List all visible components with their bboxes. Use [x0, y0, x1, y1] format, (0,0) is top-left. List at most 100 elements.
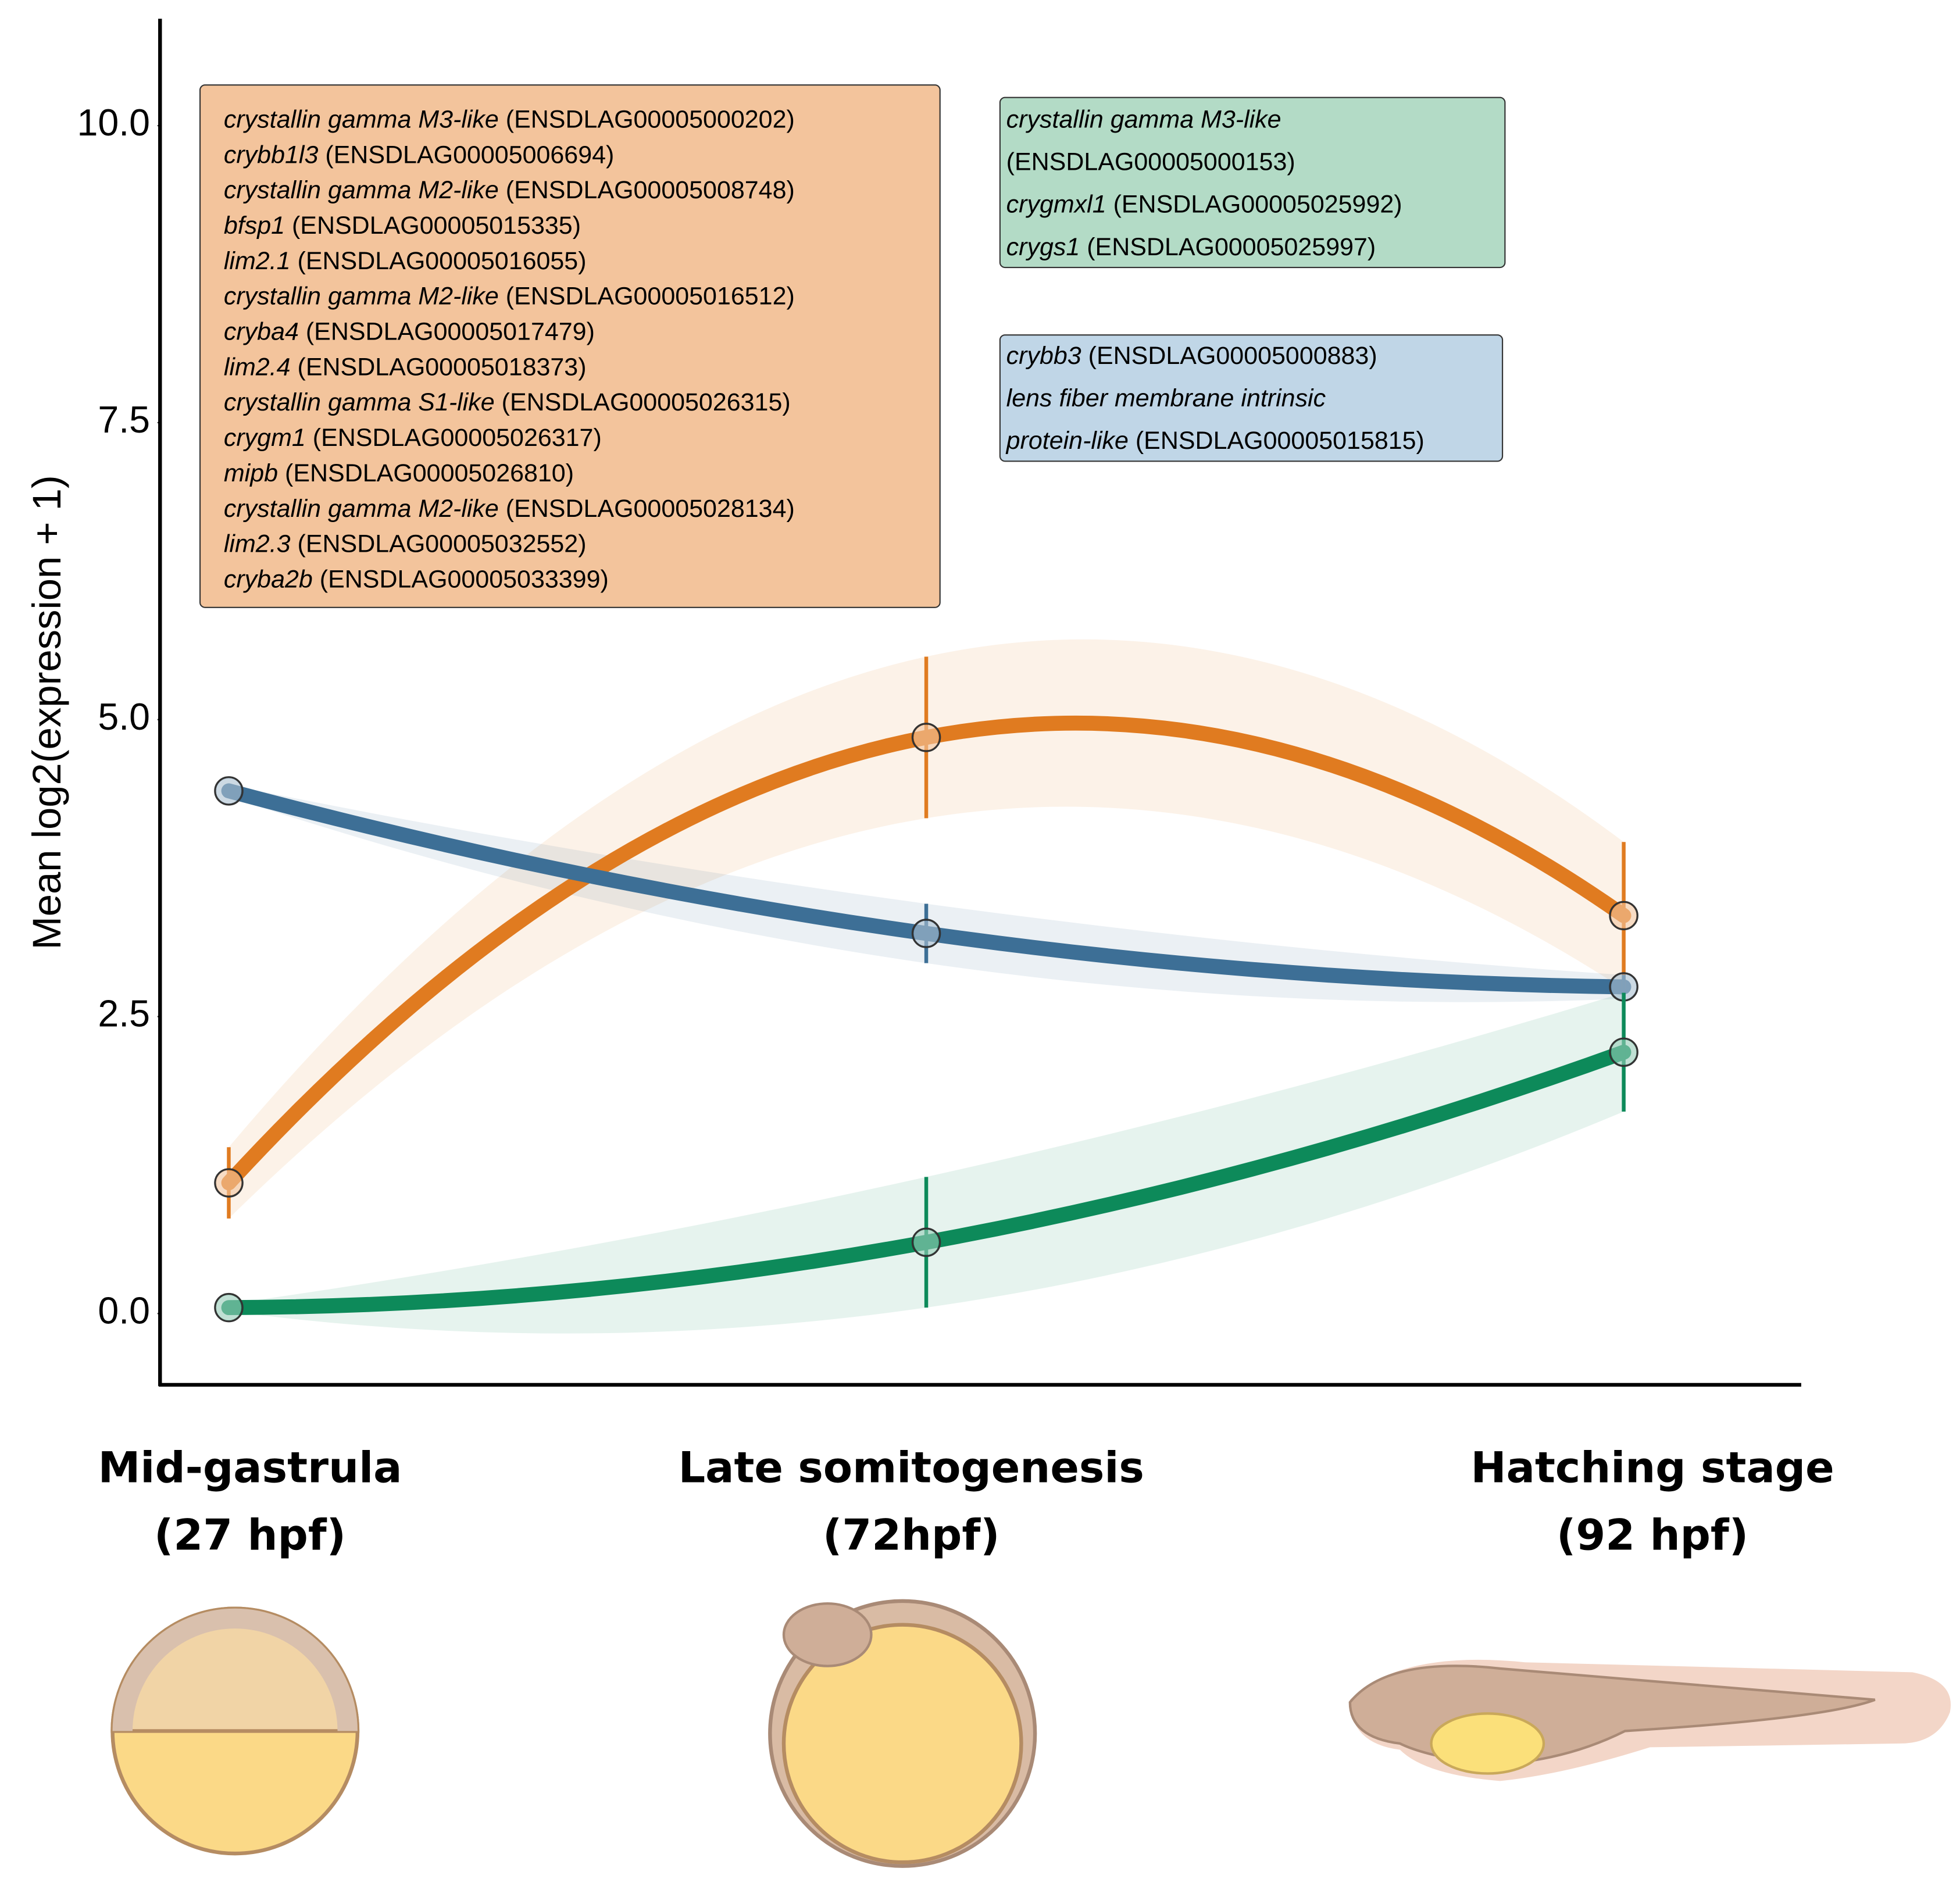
- gene-id: (ENSDLAG00005000202): [506, 106, 795, 134]
- plot: [214, 639, 1638, 1334]
- x-tick-label: Hatching stage: [1470, 1444, 1834, 1493]
- gene-id: (ENSDLAG00005015335): [292, 212, 581, 240]
- point-fill: [216, 778, 241, 803]
- gene-id: (ENSDLAG00005016512): [506, 283, 795, 310]
- gene-name: bfsp1: [224, 212, 285, 240]
- annotation-line: lim2.1 (ENSDLAG00005016055): [224, 247, 587, 275]
- embryo-somitogenesis: [768, 1599, 1037, 1868]
- gene-id: (ENSDLAG00005000883): [1088, 342, 1377, 370]
- gene-id: (ENSDLAG00005015815): [1136, 427, 1425, 455]
- embryo-hatching: [1348, 1659, 1951, 1781]
- annotation-box: [999, 334, 1504, 462]
- annotation-line: cryba4 (ENSDLAG00005017479): [224, 318, 595, 346]
- x-tick-sublabel: (92 hpf): [1556, 1511, 1748, 1560]
- annotation-line: cryba2b (ENSDLAG00005033399): [224, 566, 609, 594]
- gene-name: lim2.1: [224, 247, 291, 275]
- y-tick-label: 5.0: [98, 696, 150, 738]
- annotation-line: mipb (ENSDLAG00005026810): [224, 459, 574, 487]
- point: [911, 723, 941, 752]
- point: [911, 919, 941, 948]
- gene-name: crystallin gamma M2-like: [224, 283, 499, 310]
- gene-name: protein-like: [1005, 427, 1129, 455]
- annotation-line: crystallin gamma M2-like (ENSDLAG0000500…: [224, 177, 795, 205]
- gene-id: (ENSDLAG00005032552): [298, 530, 587, 558]
- point: [214, 1292, 244, 1323]
- gene-name: crystallin gamma M3-like: [224, 106, 499, 134]
- point-fill: [216, 1170, 241, 1196]
- gene-name: crystallin gamma M3-like: [1006, 106, 1281, 134]
- point: [1609, 901, 1638, 931]
- point: [1609, 1037, 1638, 1067]
- annotation-line: lim2.3 (ENSDLAG00005032552): [224, 530, 587, 558]
- point-fill: [216, 1295, 241, 1320]
- y-tick-label: 2.5: [98, 993, 150, 1035]
- x-tick-label: Mid-gastrula: [98, 1444, 402, 1493]
- annotation-line: crygs1 (ENSDLAG00005025997): [1006, 233, 1376, 261]
- gene-id: (ENSDLAG00005000153): [1006, 148, 1295, 176]
- gene-id: (ENSDLAG00005026810): [285, 459, 574, 487]
- annotation-line: bfsp1 (ENSDLAG00005015335): [224, 212, 581, 240]
- point-fill: [1611, 974, 1637, 999]
- embryo-gastrula: [110, 1606, 360, 1856]
- annotation-line: crybb3 (ENSDLAG00005000883): [1006, 342, 1377, 370]
- gene-id: (ENSDLAG00005018373): [298, 353, 587, 381]
- gene-id: (ENSDLAG00005033399): [320, 566, 609, 594]
- point: [911, 1227, 941, 1258]
- annotation-line: crygmxl1 (ENSDLAG00005025992): [1006, 191, 1402, 219]
- y-tick-label: 10.0: [77, 102, 151, 144]
- y-tick-label: 0.0: [98, 1290, 150, 1331]
- gene-id: (ENSDLAG00005016055): [298, 247, 587, 275]
- gene-id: (ENSDLAG00005017479): [306, 318, 595, 346]
- x-tick-sublabel: (72hpf): [823, 1511, 1000, 1560]
- point: [214, 776, 244, 806]
- gene-name: cryba2b: [224, 566, 313, 594]
- annotation-line: (ENSDLAG00005000153): [1006, 148, 1295, 176]
- point: [214, 1168, 244, 1198]
- annotation-line: crybb1l3 (ENSDLAG00005006694): [224, 141, 614, 169]
- annotation-line: crystallin gamma M2-like (ENSDLAG0000502…: [224, 495, 795, 523]
- annotation-line: crystallin gamma M2-like (ENSDLAG0000501…: [224, 283, 795, 310]
- gene-name: crybb1l3: [224, 141, 319, 169]
- annotation-box: [999, 97, 1506, 269]
- gene-id: (ENSDLAG00005025997): [1087, 233, 1376, 261]
- annotation-box: [199, 84, 941, 608]
- gene-name: crystallin gamma S1-like: [224, 389, 495, 417]
- x-tick-sublabel: (27 hpf): [154, 1511, 346, 1560]
- gene-id: (ENSDLAG00005008748): [506, 177, 795, 205]
- annotation-line: protein-like (ENSDLAG00005015815): [1005, 427, 1425, 455]
- gene-name: crygmxl1: [1006, 191, 1106, 219]
- gene-id: (ENSDLAG00005025992): [1113, 191, 1402, 219]
- point-fill: [1611, 1040, 1637, 1065]
- annotation-line: lens fiber membrane intrinsic: [1006, 384, 1326, 412]
- ribbon: [229, 992, 1624, 1334]
- gene-id: (ENSDLAG00005028134): [506, 495, 795, 523]
- point-fill: [913, 1230, 939, 1255]
- annotation-line: crystallin gamma M3-like (ENSDLAG0000500…: [224, 106, 795, 134]
- gene-name: cryba4: [224, 318, 299, 346]
- x-tick-label: Late somitogenesis: [679, 1444, 1144, 1493]
- annotation-line: crygm1 (ENSDLAG00005026317): [224, 424, 602, 452]
- gene-name: lens fiber membrane intrinsic: [1006, 384, 1326, 412]
- y-axis-label: Mean log2(expression + 1): [24, 475, 69, 949]
- gene-name: crystallin gamma M2-like: [224, 495, 499, 523]
- point-fill: [913, 724, 939, 750]
- ribbon: [229, 639, 1624, 1219]
- gene-id: (ENSDLAG00005006694): [325, 141, 614, 169]
- annotation-line: crystallin gamma S1-like (ENSDLAG0000502…: [224, 389, 791, 417]
- gene-id: (ENSDLAG00005026317): [313, 424, 602, 452]
- gene-name: lim2.4: [224, 353, 291, 381]
- ribbon: [229, 785, 1624, 1002]
- point-fill: [913, 921, 939, 946]
- gene-name: crystallin gamma M2-like: [224, 177, 499, 205]
- annotation-line: lim2.4 (ENSDLAG00005018373): [224, 353, 587, 381]
- gene-name: crygs1: [1006, 233, 1080, 261]
- gene-id: (ENSDLAG00005026315): [502, 389, 791, 417]
- point-fill: [1611, 903, 1637, 928]
- gene-name: lim2.3: [224, 530, 291, 558]
- gene-name: mipb: [224, 459, 278, 487]
- gene-name: crygm1: [224, 424, 306, 452]
- gene-name: crybb3: [1006, 342, 1081, 370]
- y-tick-label: 7.5: [98, 399, 150, 441]
- annotation-line: crystallin gamma M3-like: [1006, 106, 1281, 134]
